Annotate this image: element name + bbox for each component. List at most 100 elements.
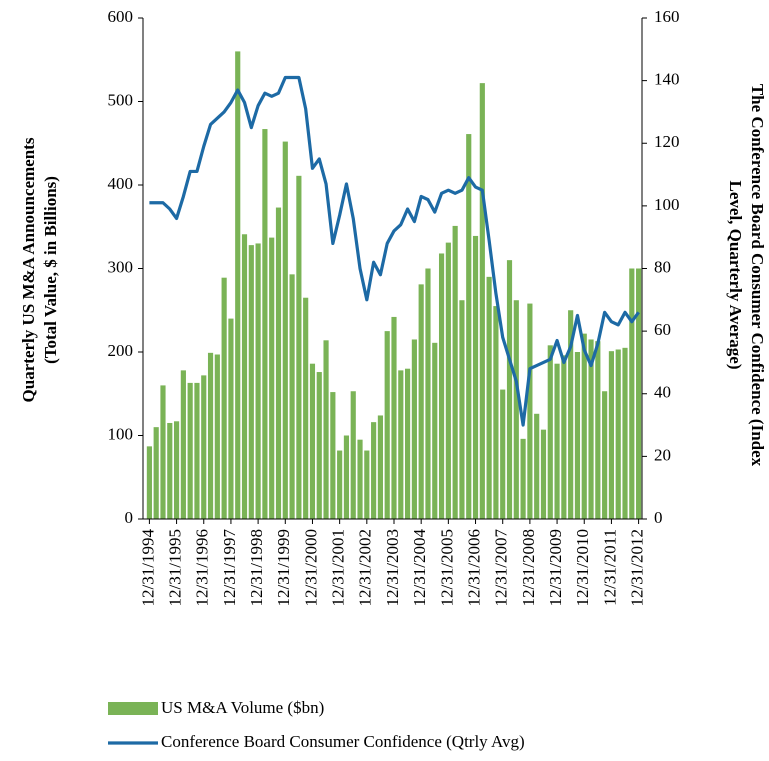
bar — [622, 347, 628, 519]
y-tick-label: 200 — [108, 341, 134, 360]
bar — [493, 306, 499, 519]
bar — [350, 391, 356, 519]
y-tick-label: 0 — [125, 508, 134, 527]
bar — [323, 340, 329, 519]
bar — [398, 370, 404, 519]
y2-tick-label: 160 — [654, 7, 680, 26]
y2-tick-label: 80 — [654, 257, 671, 276]
y2-tick-label: 100 — [654, 195, 680, 214]
bar — [201, 375, 207, 519]
bar — [275, 207, 282, 520]
bar — [180, 370, 186, 519]
y-tick-label: 400 — [108, 174, 134, 193]
bar — [534, 413, 540, 519]
x-tick-label: 12/31/2009 — [546, 529, 565, 606]
bar — [228, 318, 234, 519]
bar — [418, 284, 424, 519]
x-tick-label: 12/31/2001 — [329, 529, 348, 606]
y2-axis-title: Level, Quarterly Average) — [726, 181, 745, 370]
bar — [167, 422, 173, 519]
y2-tick-label: 40 — [654, 383, 671, 402]
y-axis-title: (Total Value, $ in Billions) — [41, 176, 60, 364]
bar — [364, 450, 370, 519]
bar — [445, 242, 451, 520]
bar — [248, 245, 254, 519]
bar — [296, 175, 302, 519]
bar — [146, 446, 152, 519]
legend-swatch — [108, 702, 158, 715]
bar — [561, 355, 567, 519]
bar — [289, 274, 295, 519]
bar — [377, 415, 383, 519]
bar — [153, 427, 159, 519]
bar — [337, 450, 343, 519]
y-tick-label: 600 — [108, 7, 134, 26]
bar — [472, 235, 479, 519]
bar — [425, 268, 431, 519]
bar — [187, 382, 193, 519]
legend-label: Conference Board Consumer Confidence (Qt… — [161, 732, 525, 751]
y2-tick-label: 20 — [654, 445, 671, 464]
bar — [173, 421, 180, 519]
bar — [384, 331, 390, 519]
x-tick-label: 12/31/2006 — [464, 529, 483, 606]
bar — [547, 345, 553, 519]
bar — [282, 141, 288, 519]
bar — [343, 435, 350, 519]
x-tick-label: 12/31/2012 — [628, 529, 647, 606]
bar — [303, 297, 309, 519]
bar — [588, 339, 594, 519]
legend-label: US M&A Volume ($bn) — [161, 698, 324, 717]
bar — [615, 349, 621, 519]
bar — [527, 303, 533, 519]
y-tick-label: 500 — [108, 90, 134, 109]
y2-tick-label: 60 — [654, 320, 671, 339]
y-axis-title: Quarterly US M&A Announcements — [19, 137, 38, 402]
x-tick-label: 12/31/1997 — [220, 529, 239, 607]
bar — [602, 391, 608, 519]
y2-tick-label: 140 — [654, 70, 680, 89]
x-tick-label: 12/31/1996 — [193, 529, 212, 606]
bar — [255, 243, 261, 519]
bar — [411, 339, 417, 519]
x-tick-label: 12/31/2011 — [600, 529, 619, 606]
x-tick-label: 12/31/1995 — [165, 529, 184, 606]
line — [149, 75, 640, 427]
bar — [241, 234, 248, 519]
y2-tick-label: 120 — [654, 132, 680, 151]
bar — [608, 351, 615, 519]
bar — [513, 300, 519, 519]
x-tick-label: 12/31/2007 — [492, 529, 511, 607]
bar — [581, 333, 587, 519]
bar — [194, 382, 200, 519]
bar — [357, 439, 363, 519]
bar — [520, 438, 526, 519]
x-tick-label: 12/31/1998 — [247, 529, 266, 606]
bar — [540, 429, 547, 519]
y-tick-label: 100 — [108, 424, 134, 443]
bar — [214, 354, 220, 519]
bar — [316, 372, 322, 519]
y-tick-label: 300 — [108, 257, 134, 276]
bar — [269, 237, 275, 520]
x-tick-label: 12/31/2000 — [301, 529, 320, 606]
bar — [221, 277, 227, 519]
bar — [595, 341, 601, 519]
bar — [629, 268, 635, 519]
bar — [330, 392, 336, 519]
x-tick-label: 12/31/2003 — [383, 529, 402, 606]
bar — [391, 316, 397, 519]
bar — [459, 300, 465, 519]
bar — [262, 129, 268, 519]
x-tick-label: 12/31/2005 — [437, 529, 456, 606]
bar — [438, 253, 445, 519]
bar — [160, 385, 166, 519]
bar — [466, 134, 472, 519]
bar — [479, 83, 485, 519]
bar — [486, 276, 492, 519]
x-tick-label: 12/31/1994 — [138, 529, 157, 607]
x-tick-label: 12/31/2008 — [519, 529, 538, 606]
bar — [207, 352, 214, 519]
bar — [636, 268, 642, 519]
